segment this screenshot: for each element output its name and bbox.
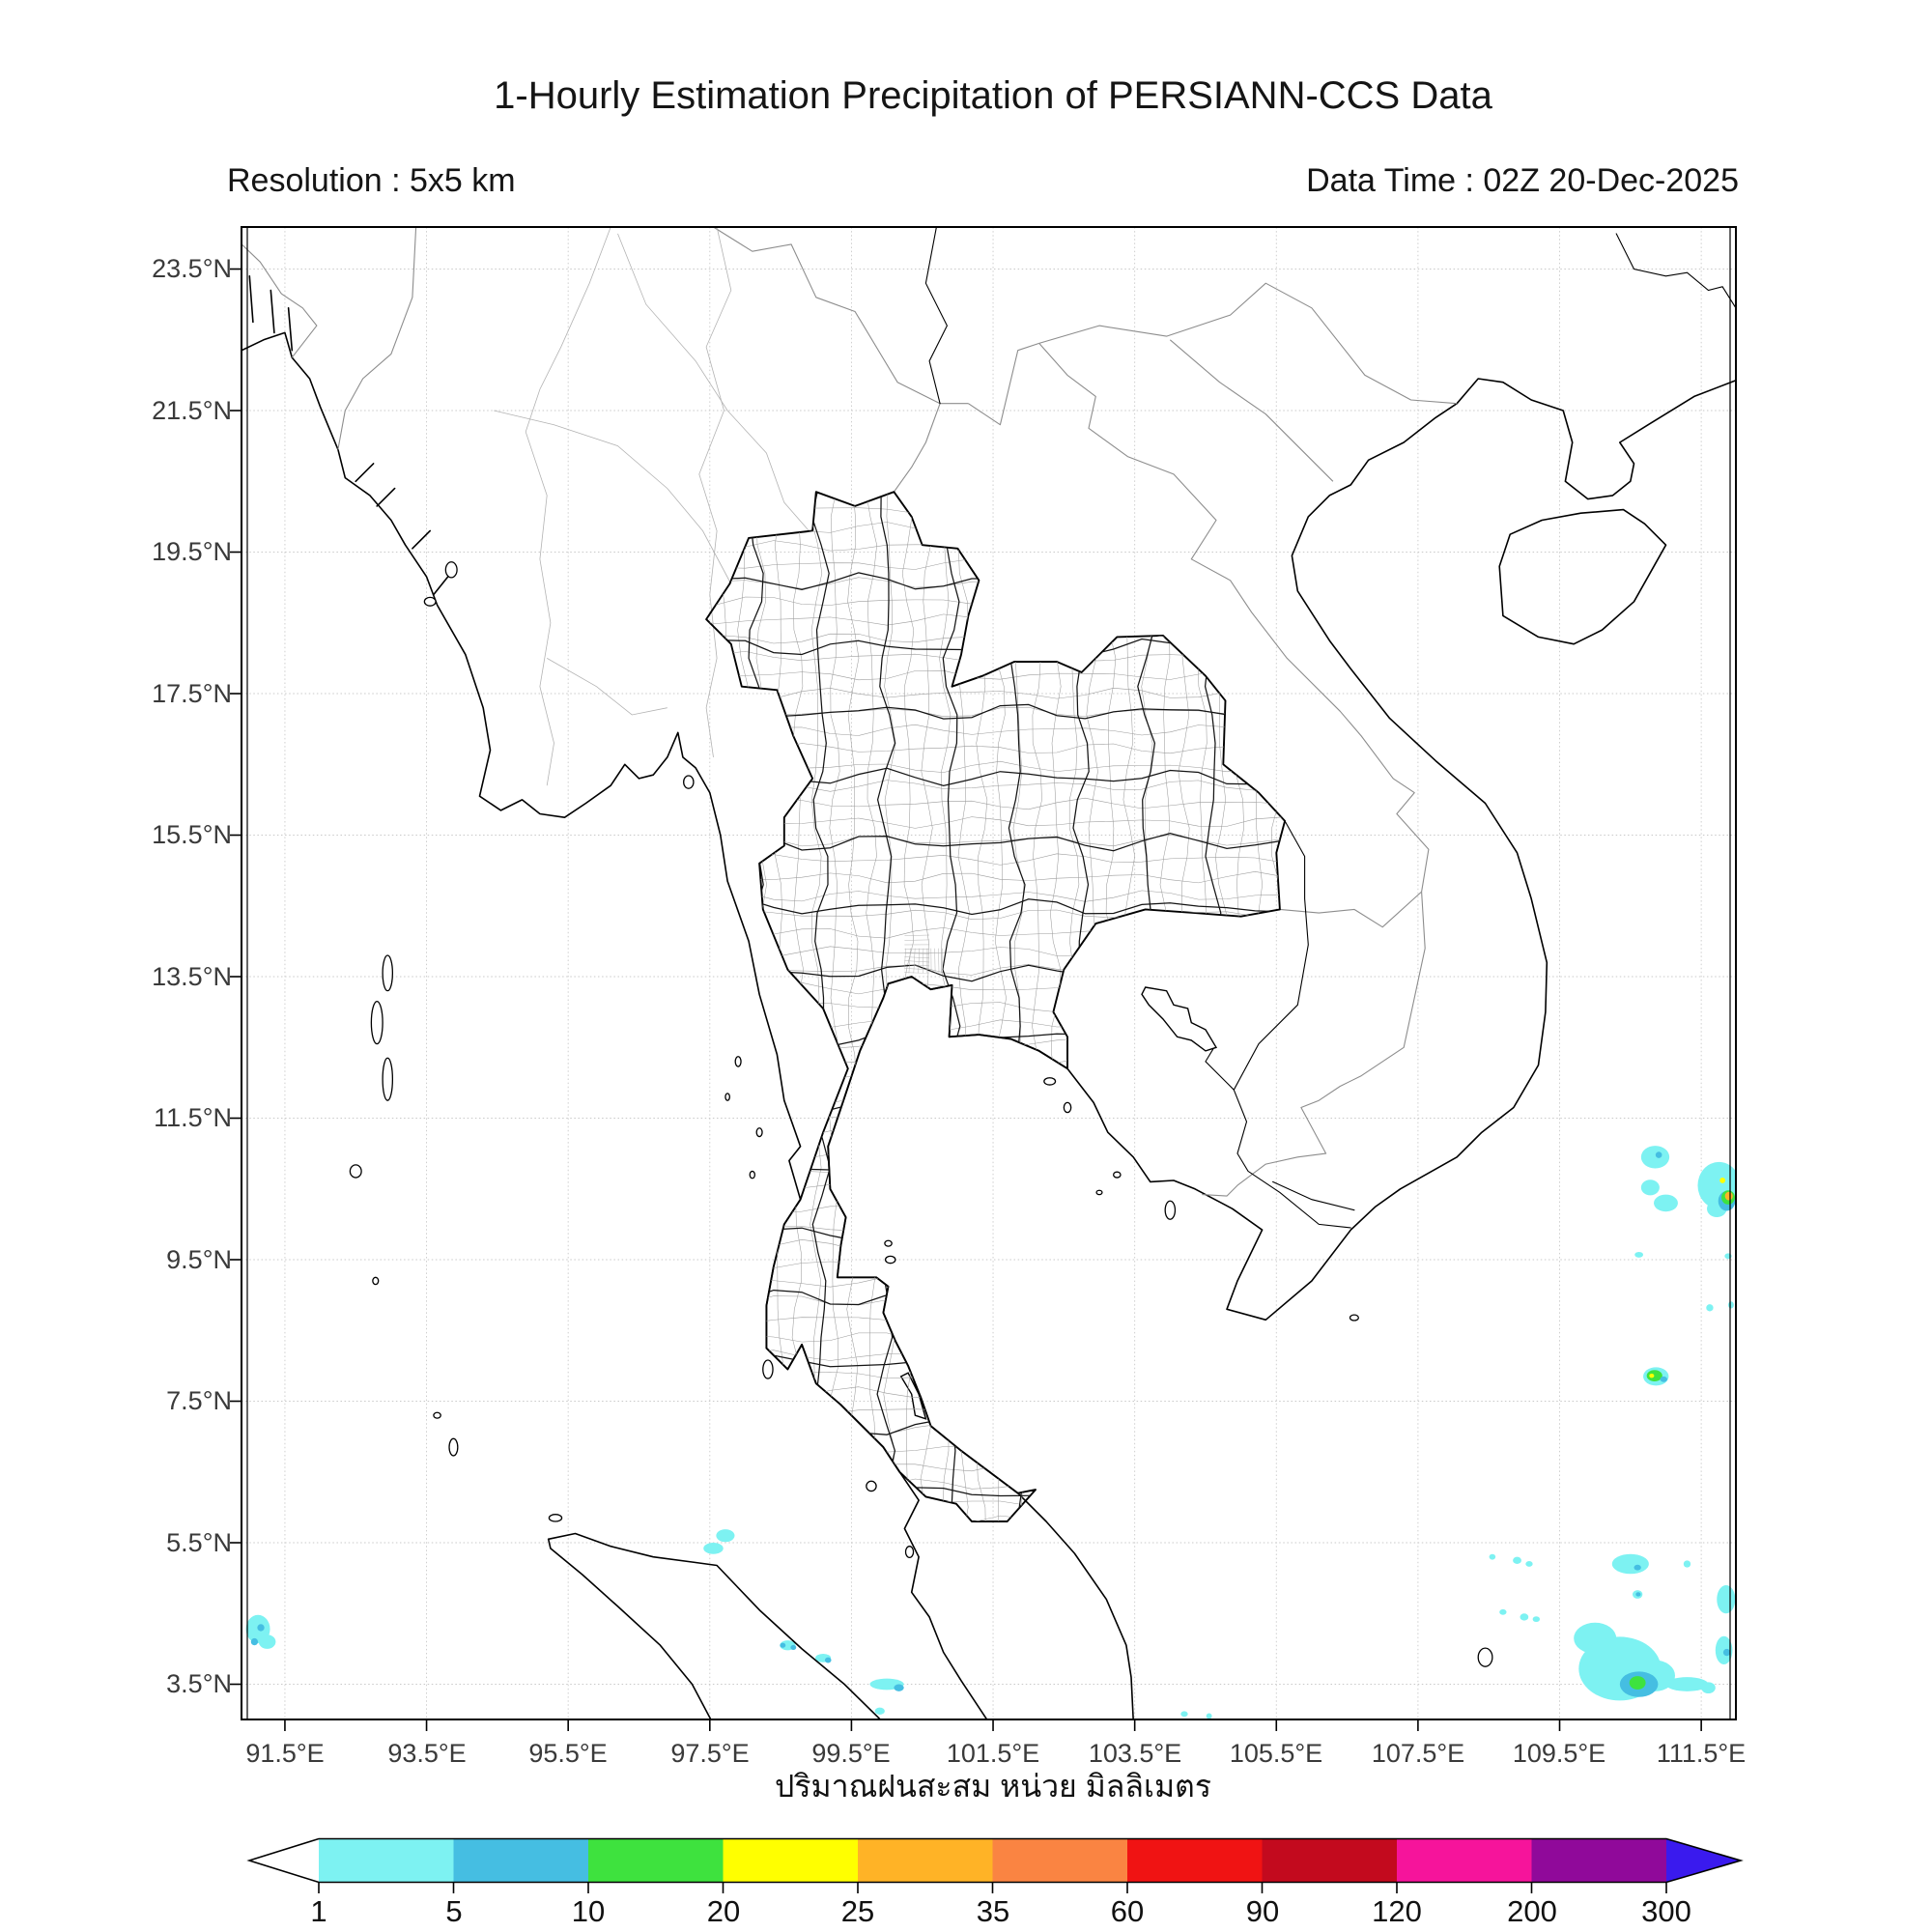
grid-layer bbox=[242, 227, 1736, 1719]
colorbar: 1 5 10 20 25 35 60 90 120 200 300 bbox=[246, 1837, 1744, 1928]
colorbar-title-thai: ปริมาณฝนสะสม หน่วย มิลลิเมตร bbox=[775, 1769, 1211, 1804]
geography-layer bbox=[242, 227, 1736, 1719]
resolution-label: Resolution : 5x5 km bbox=[227, 162, 516, 199]
colorbar-segment bbox=[1262, 1838, 1397, 1883]
lon-tick-label: 91.5°E bbox=[245, 1739, 324, 1768]
colorbar-labels: 1 5 10 20 25 35 60 90 120 200 300 bbox=[310, 1894, 1690, 1928]
colorbar-over-arrow bbox=[1666, 1838, 1741, 1883]
precip-cells-layer bbox=[245, 1146, 1736, 1719]
colorbar-label: 35 bbox=[977, 1894, 1009, 1928]
colorbar-label: 25 bbox=[841, 1894, 874, 1928]
colorbar-label: 120 bbox=[1372, 1894, 1422, 1928]
lon-tick-label: 111.5°E bbox=[1657, 1739, 1746, 1768]
colorbar-label: 10 bbox=[572, 1894, 605, 1928]
lat-tick-label: 5.5°N bbox=[166, 1528, 232, 1557]
lon-tick-label: 95.5°E bbox=[528, 1739, 607, 1768]
colorbar-label: 200 bbox=[1507, 1894, 1557, 1928]
colorbar-segment bbox=[588, 1838, 724, 1883]
thailand-admin-layer bbox=[705, 491, 1287, 1522]
lat-tick-label: 17.5°N bbox=[152, 679, 232, 708]
lon-tick-label: 97.5°E bbox=[670, 1739, 749, 1768]
colorbar-segment bbox=[1127, 1838, 1263, 1883]
colorbar-segment bbox=[1397, 1838, 1532, 1883]
colorbar-label: 300 bbox=[1641, 1894, 1691, 1928]
chart-title: 1-Hourly Estimation Precipitation of PER… bbox=[494, 74, 1492, 117]
colorbar-label: 1 bbox=[310, 1894, 327, 1928]
lon-tick-label: 93.5°E bbox=[387, 1739, 466, 1768]
colorbar-segment bbox=[453, 1838, 588, 1883]
lat-tick-label: 21.5°N bbox=[152, 396, 232, 425]
map-frame bbox=[241, 226, 1737, 1720]
lon-tick-labels: 91.5°E 93.5°E 95.5°E 97.5°E 99.5°E 101.5… bbox=[245, 1739, 1746, 1768]
lon-tick-label: 105.5°E bbox=[1230, 1739, 1322, 1768]
colorbar-label: 90 bbox=[1246, 1894, 1279, 1928]
lon-tick-label: 103.5°E bbox=[1089, 1739, 1181, 1768]
colorbar-segment bbox=[723, 1838, 858, 1883]
lon-tick-label: 99.5°E bbox=[811, 1739, 890, 1768]
lon-tick-label: 107.5°E bbox=[1372, 1739, 1464, 1768]
lat-tick-label: 3.5°N bbox=[166, 1669, 232, 1698]
lat-tick-label: 19.5°N bbox=[152, 537, 232, 566]
lat-tick-label: 9.5°N bbox=[166, 1245, 232, 1274]
colorbar-ticks bbox=[318, 1882, 1667, 1893]
colorbar-segment bbox=[858, 1838, 993, 1883]
colorbar-label: 5 bbox=[445, 1894, 462, 1928]
colorbar-label: 20 bbox=[707, 1894, 740, 1928]
colorbar-label: 60 bbox=[1111, 1894, 1144, 1928]
lat-tick-label: 23.5°N bbox=[152, 254, 232, 283]
data-time-label: Data Time : 02Z 20-Dec-2025 bbox=[1306, 162, 1739, 199]
lat-tick-label: 13.5°N bbox=[152, 962, 232, 991]
colorbar-segment bbox=[1531, 1838, 1666, 1883]
lat-tick-label: 15.5°N bbox=[152, 820, 232, 849]
lon-tick-label: 109.5°E bbox=[1513, 1739, 1605, 1768]
lat-tick-label: 7.5°N bbox=[166, 1386, 232, 1415]
lat-tick-labels: 23.5°N 21.5°N 19.5°N 17.5°N 15.5°N 13.5°… bbox=[152, 254, 232, 1698]
colorbar-segment bbox=[319, 1838, 454, 1883]
axis-ticks-layer bbox=[230, 268, 1702, 1731]
colorbar-segment bbox=[992, 1838, 1127, 1883]
lon-tick-label: 101.5°E bbox=[947, 1739, 1039, 1768]
lat-tick-label: 11.5°N bbox=[154, 1103, 232, 1132]
